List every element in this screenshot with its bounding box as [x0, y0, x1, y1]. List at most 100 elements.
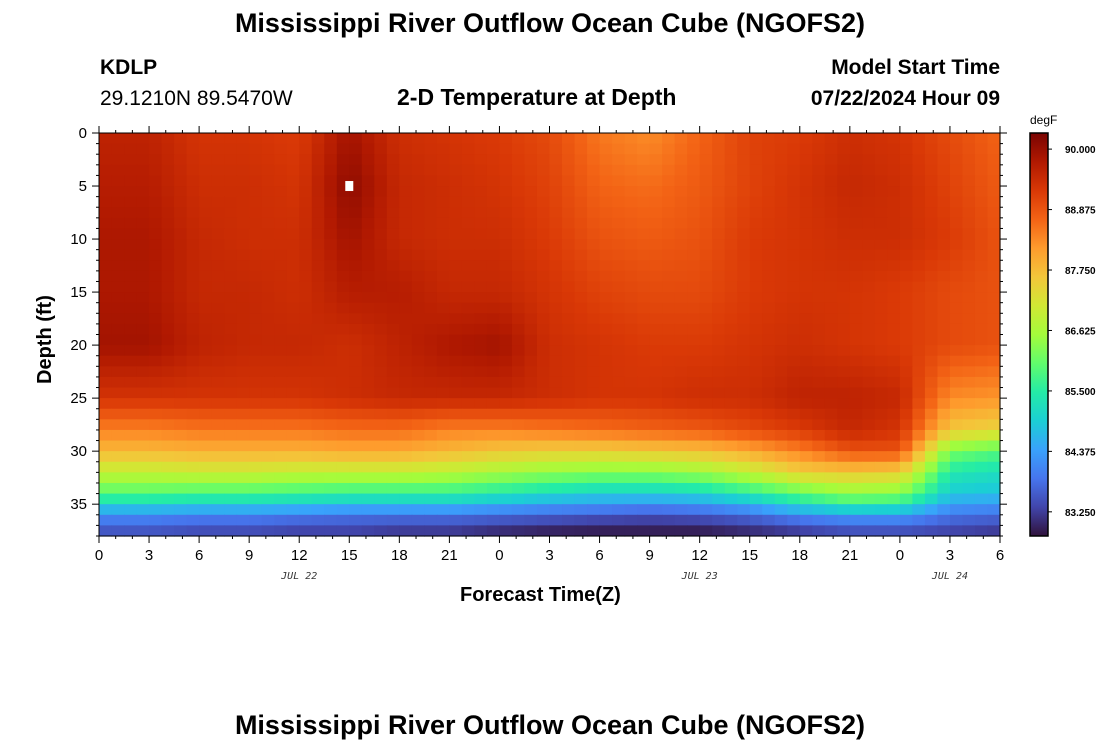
heatmap-cell — [424, 281, 438, 293]
heatmap-cell — [199, 525, 213, 537]
heatmap-cell — [912, 260, 926, 272]
heatmap-cell — [399, 514, 413, 526]
heatmap-cell — [899, 175, 913, 187]
heatmap-cell — [336, 196, 350, 208]
heatmap-cell — [899, 472, 913, 484]
heatmap-cell — [111, 525, 125, 537]
heatmap-cell — [499, 376, 513, 389]
heatmap-cell — [249, 217, 263, 230]
heatmap-cell — [474, 196, 488, 208]
heatmap-cell — [787, 419, 801, 431]
heatmap-cell — [824, 408, 838, 420]
heatmap-cell — [224, 440, 238, 452]
heatmap-cell — [161, 217, 175, 230]
heatmap-cell — [411, 175, 425, 187]
heatmap-cell — [149, 143, 163, 155]
heatmap-cell — [486, 525, 501, 537]
heatmap-cell — [787, 461, 801, 473]
heatmap-cell — [837, 472, 851, 484]
heatmap-cell — [987, 164, 1001, 177]
heatmap-cell — [799, 323, 813, 336]
heatmap-cell — [674, 260, 688, 272]
heatmap-cell — [299, 270, 313, 283]
heatmap-cell — [949, 249, 964, 261]
heatmap-cell — [249, 355, 263, 367]
heatmap-cell — [336, 133, 350, 145]
heatmap-cell — [349, 387, 363, 399]
heatmap-cell — [261, 323, 275, 336]
heatmap-cell — [224, 228, 238, 240]
heatmap-cell — [799, 164, 813, 177]
heatmap-cell — [436, 461, 450, 473]
heatmap-cell — [712, 398, 726, 410]
heatmap-cell — [324, 281, 338, 293]
heatmap-cell — [812, 217, 826, 230]
heatmap-cell — [837, 207, 851, 219]
heatmap-cell — [699, 217, 713, 230]
heatmap-cell — [937, 260, 951, 272]
heatmap-cell — [274, 514, 288, 526]
heatmap-cell — [99, 366, 113, 378]
heatmap-cell — [937, 440, 951, 452]
heatmap-cell — [199, 292, 213, 304]
heatmap-cell — [899, 302, 913, 314]
heatmap-cell — [99, 472, 113, 484]
heatmap-cell — [436, 440, 450, 452]
heatmap-cell — [749, 429, 763, 442]
heatmap-cell — [599, 504, 613, 516]
heatmap-cell — [837, 429, 851, 442]
heatmap-cell — [749, 175, 763, 187]
heatmap-cell — [912, 186, 926, 198]
heatmap-cell — [974, 313, 989, 325]
heatmap-cell — [549, 525, 563, 537]
heatmap-cell — [649, 440, 663, 452]
heatmap-cell — [349, 133, 363, 145]
heatmap-cell — [161, 451, 175, 463]
heatmap-cell — [349, 154, 363, 166]
heatmap-cell — [762, 387, 776, 399]
heatmap-cell — [274, 249, 288, 261]
heatmap-cell — [949, 461, 964, 473]
heatmap-cell — [924, 154, 939, 166]
heatmap-cell — [499, 504, 513, 516]
heatmap-cell — [912, 408, 926, 420]
heatmap-cell — [887, 387, 901, 399]
heatmap-cell — [149, 419, 163, 431]
heatmap-cell — [962, 323, 976, 336]
heatmap-cell — [499, 334, 513, 346]
heatmap-cell — [361, 429, 375, 442]
heatmap-cell — [136, 154, 150, 166]
date-label: JUL 22 — [280, 571, 317, 582]
heatmap-cell — [862, 482, 876, 495]
heatmap-cell — [111, 398, 125, 410]
heatmap-cell — [599, 451, 613, 463]
heatmap-cell — [774, 345, 788, 357]
heatmap-cell — [399, 525, 413, 537]
heatmap-cell — [637, 451, 651, 463]
heatmap-cell — [99, 398, 113, 410]
heatmap-cell — [812, 345, 826, 357]
heatmap-cell — [824, 239, 838, 251]
heatmap-cell — [624, 186, 638, 198]
heatmap-cell — [849, 281, 863, 293]
heatmap-cell — [662, 451, 676, 463]
heatmap-cell — [812, 355, 826, 367]
heatmap-cell — [174, 472, 188, 484]
heatmap-cell — [962, 260, 976, 272]
heatmap-cell — [161, 292, 175, 304]
heatmap-cell — [574, 143, 588, 155]
heatmap-cell — [224, 525, 238, 537]
heatmap-cell — [274, 366, 288, 378]
heatmap-cell — [849, 228, 863, 240]
heatmap-cell — [286, 175, 300, 187]
heatmap-cell — [612, 260, 626, 272]
heatmap-cell — [699, 133, 713, 145]
heatmap-cell — [111, 482, 125, 495]
heatmap-cell — [136, 451, 150, 463]
heatmap-cell — [149, 292, 163, 304]
heatmap-cell — [124, 345, 138, 357]
heatmap-cell — [149, 302, 163, 314]
heatmap-cell — [136, 270, 150, 283]
heatmap-cell — [887, 249, 901, 261]
heatmap-cell — [311, 366, 325, 378]
